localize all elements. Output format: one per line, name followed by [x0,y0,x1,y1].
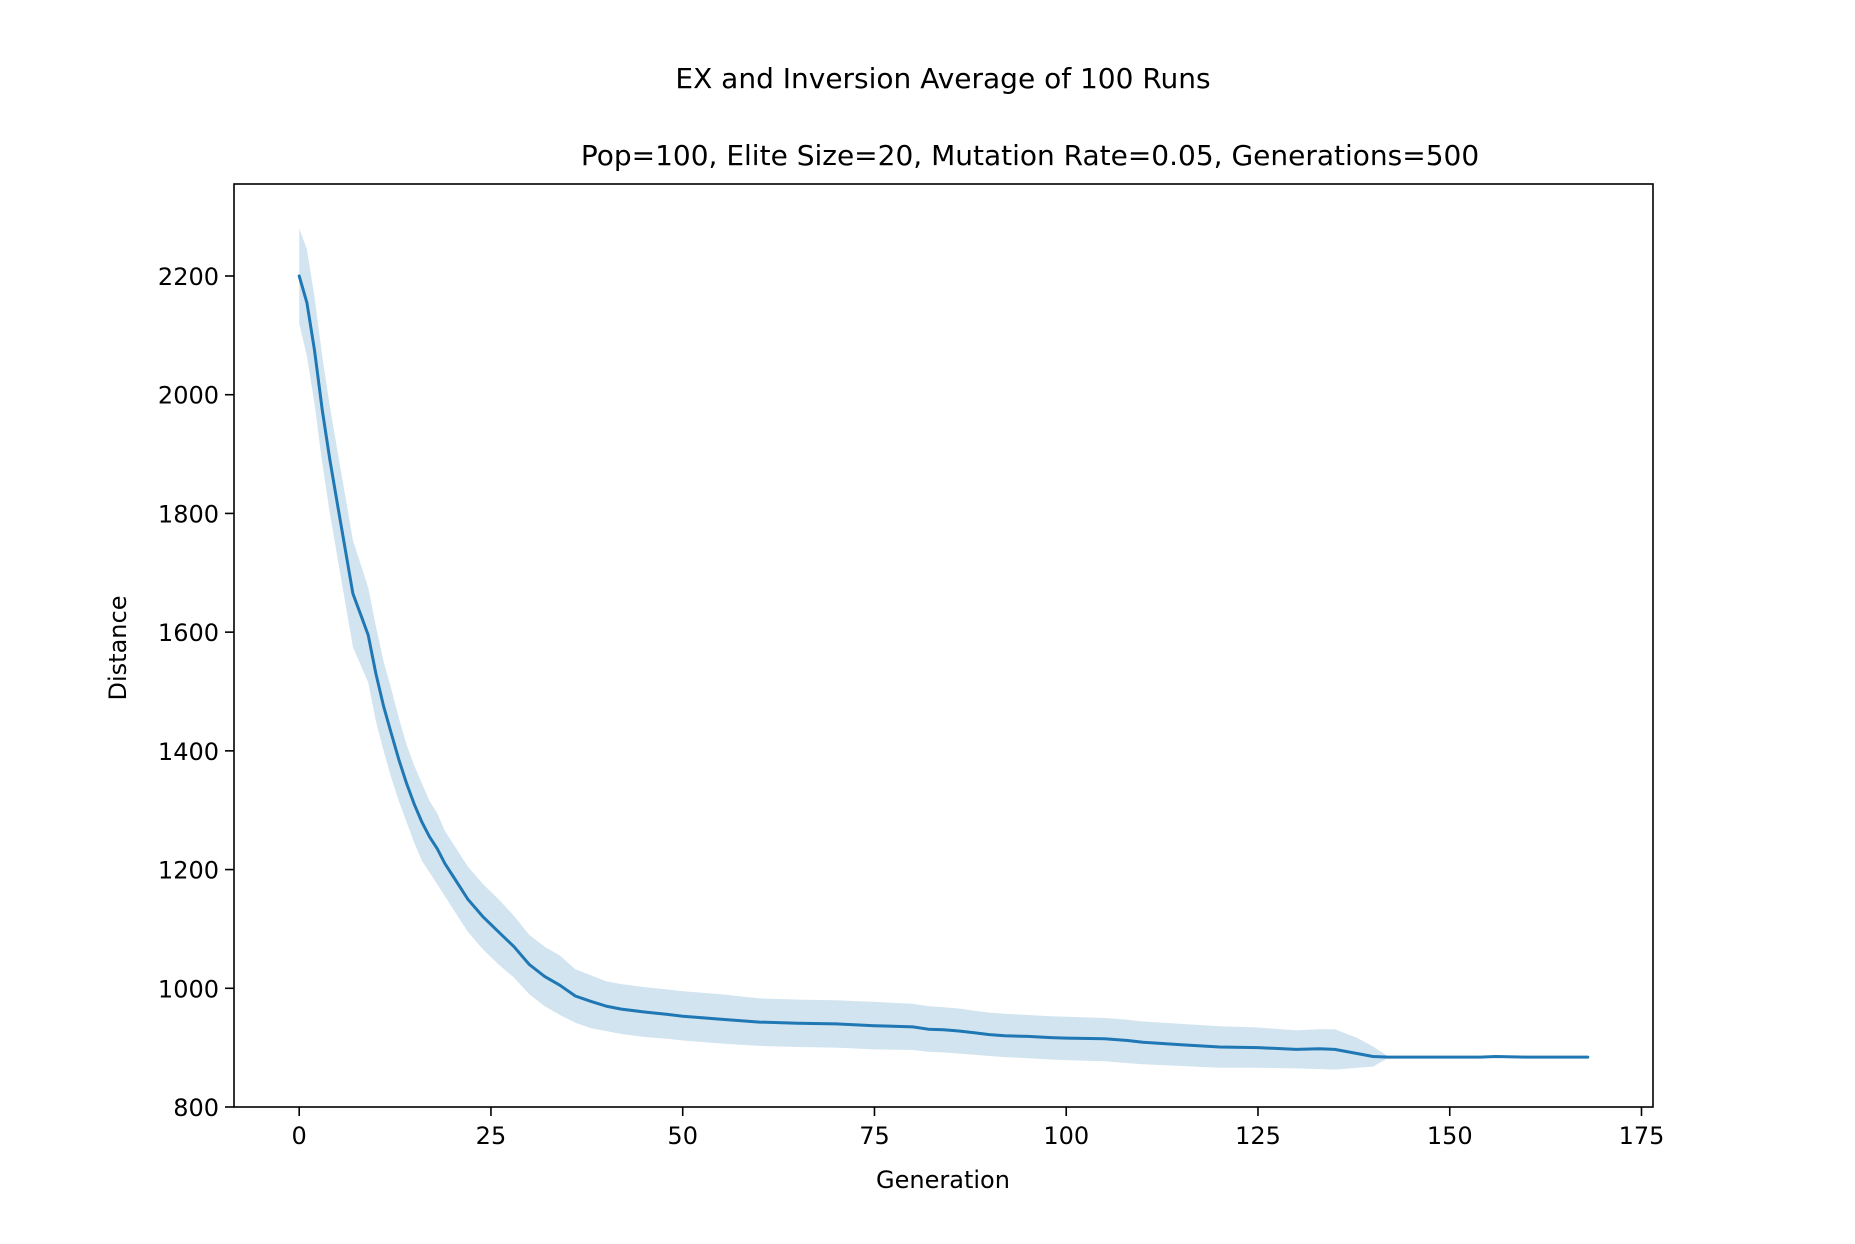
axes-frame [233,183,1654,1108]
y-tick-label: 800 [173,1094,219,1122]
y-tick-label: 1600 [158,619,219,647]
x-tick-label: 25 [476,1122,507,1150]
average-distance-line [297,274,1590,1059]
y-tick-label: 1800 [158,500,219,528]
x-tick-label: 50 [667,1122,698,1150]
x-axis-label: Generation [876,1166,1010,1194]
y-axis-ticks: 800 1000 1200 1400 1600 1800 2000 2200 [158,263,234,1122]
x-tick-label: 175 [1619,1122,1665,1150]
y-tick-label: 1200 [158,857,219,885]
y-tick-label: 1000 [158,975,219,1003]
x-tick-label: 0 [292,1122,307,1150]
chart-title: EX and Inversion Average of 100 Runs [675,62,1210,95]
chart-subtitle: Pop=100, Elite Size=20, Mutation Rate=0.… [581,139,1479,172]
x-tick-label: 125 [1235,1122,1281,1150]
x-axis-ticks: 0 25 50 75 100 125 150 175 [292,1107,1665,1150]
y-axis-label: Distance [104,596,132,701]
x-tick-label: 150 [1427,1122,1473,1150]
plot-area [297,228,1590,1070]
x-tick-label: 100 [1043,1122,1089,1150]
y-tick-label: 2200 [158,263,219,291]
confidence-band [299,228,1588,1070]
x-tick-label: 75 [859,1122,890,1150]
y-tick-label: 2000 [158,382,219,410]
y-tick-label: 1400 [158,738,219,766]
